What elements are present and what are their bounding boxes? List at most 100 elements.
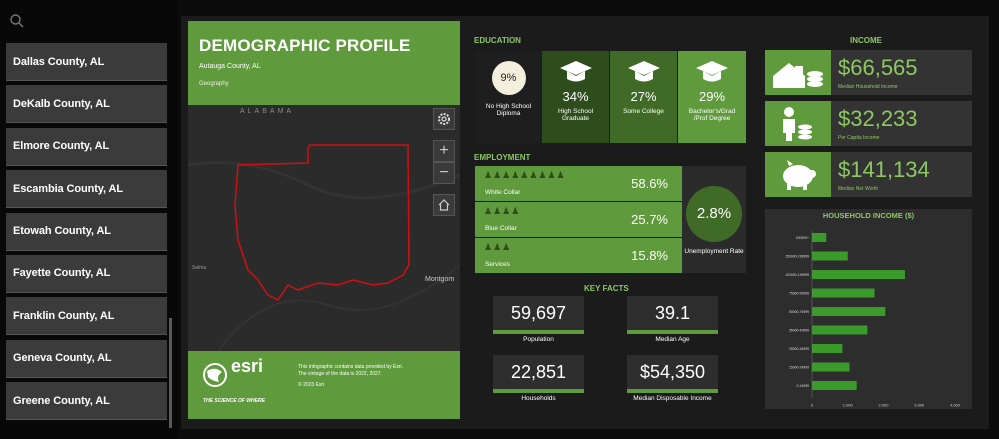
profile-footer: esri THE SCIENCE OF WHERE This infograph… [188,351,460,419]
household-income-chart: HOUSEHOLD INCOME ($) 200000+ 150000-19999… [765,209,972,409]
home-icon [438,199,450,211]
map-city-label: Montgom [425,276,455,283]
gear-icon [438,113,450,125]
person-money-icon [783,107,812,141]
zoom-out-button[interactable]: − [433,162,455,184]
income-label: Median Household Income [838,84,898,90]
esri-tagline: THE SCIENCE OF WHERE [203,398,265,404]
county-list-item[interactable]: DeKalb County, AL [6,85,167,124]
kf-population: 59,697 [493,296,584,334]
graduation-cap-icon [559,61,592,82]
edu-value: 29% [698,89,726,104]
employment-label: Blue Collar [485,225,517,232]
bar [812,270,905,279]
county-list-item[interactable]: Greene County, AL [6,382,167,421]
page-title: DEMOGRAPHIC PROFILE [199,36,411,55]
kf-label: Median Age [655,336,690,343]
county-sidebar: Dallas County, AL DeKalb County, AL Elmore… [0,0,178,439]
county-list-item[interactable]: Franklin County, AL [6,297,167,336]
map-city-label: Selma [192,265,207,271]
data-note: This infographic contains data provided … [298,364,448,389]
bar [812,233,827,242]
settings-button[interactable] [433,108,455,130]
worker-icons: ♟♟♟ [484,242,512,252]
piggy-bank-icon [783,160,816,190]
county-list-item[interactable]: Etowah County, AL [6,212,167,251]
home-button[interactable] [433,194,455,216]
edu-some-college: 27% Some College [610,51,677,143]
edu-bachelors: 29% Bachelor's/Grad /Prof Degree [678,51,746,143]
county-list-item[interactable]: Geneva County, AL [6,339,167,378]
edu-label: Some College [623,108,664,115]
income-icon-box [765,101,831,146]
employment-value: 15.8% [631,248,668,263]
kf-label: Households [521,395,556,402]
bar [812,251,848,261]
employment-value: 25.7% [631,212,668,227]
category-label: 150000-199999 [785,255,809,259]
x-tick-label: 4,000 [950,403,961,408]
employment-label: Services [485,261,510,268]
unemployment-label: Unemployment Rate [684,248,744,255]
bar [812,325,868,335]
minus-icon: − [439,164,449,181]
edu-label: High School Graduate [557,108,594,122]
profile-panel: DEMOGRAPHIC PROFILE Autauga County, AL G… [188,21,460,419]
x-tick-label: 2,000 [878,403,889,408]
x-tick-label: 3,000 [914,403,925,408]
county-list-item[interactable]: Fayette County, AL [6,254,167,293]
search-icon[interactable] [9,13,25,29]
map-graphic [188,144,460,351]
graduation-cap-icon [696,61,728,82]
category-label: 0-14999 [797,384,810,388]
kf-label: Population [523,336,554,343]
kf-label: Median Disposable Income [633,395,712,402]
profile-header: DEMOGRAPHIC PROFILE Autauga County, AL G… [188,21,460,105]
edu-value: 27% [630,89,657,104]
kf-disposable-income: $54,350 [627,355,718,393]
x-tick-label: 1,000 [843,403,854,408]
category-label: 200000+ [796,236,809,240]
edu-no-diploma: 9% No High School Diploma [475,51,542,143]
edu-label: Bachelor's/Grad /Prof Degree [688,108,736,122]
esri-logo-text: esri [231,356,264,376]
map-state-label: ALABAMA [240,108,295,115]
employment-row-blue-collar: ♟♟♟♟ Blue Collar 25.7% [475,202,682,237]
county-list-item[interactable]: Escambia County, AL [6,170,167,209]
x-tick-label: 0 [811,403,814,408]
employment-value: 58.6% [631,176,668,191]
unemployment-box: 2.8% Unemployment Rate [682,166,746,273]
income-icon-box [765,152,831,197]
employment-row-services: ♟♟♟ Services 15.8% [475,238,682,273]
chart-title: HOUSEHOLD INCOME ($) [822,211,915,220]
bar [812,362,850,372]
category-label: 75000-99999 [789,292,809,296]
bar [812,344,843,353]
county-boundary [234,144,410,301]
esri-globe-icon [203,363,227,387]
education-title: EDUCATION [474,36,521,45]
category-label: 15000-24999 [789,366,809,370]
key-facts-title: KEY FACTS [584,284,629,293]
income-label: Median Net Worth [838,186,879,192]
kf-median-age: 39.1 [627,296,718,334]
category-label: 25000-34999 [789,347,809,351]
scrollbar[interactable] [169,318,172,428]
zoom-in-button[interactable]: + [433,140,455,162]
county-map[interactable]: ALABAMA Selma Montgom + − [188,105,460,351]
edu-value: 34% [562,89,589,104]
county-list-item[interactable]: Elmore County, AL [6,127,167,166]
plus-icon: + [439,142,449,159]
kf-households: 22,851 [493,355,584,393]
county-list-item[interactable]: Dallas County, AL [6,43,167,81]
income-value: $66,565 [838,55,918,80]
income-label: Per Capita Income [838,135,880,141]
category-label: 100000-149999 [785,273,809,277]
income-value: $32,233 [838,106,918,131]
edu-high-school: 34% High School Graduate [542,51,609,143]
income-icon-box [765,50,831,95]
employment-label: White Collar [485,189,521,196]
note-line: © 2023 Esri [298,382,325,388]
edu-value: 9% [491,61,526,95]
worker-icons: ♟♟♟♟♟♟♟♟♟ [484,170,566,180]
